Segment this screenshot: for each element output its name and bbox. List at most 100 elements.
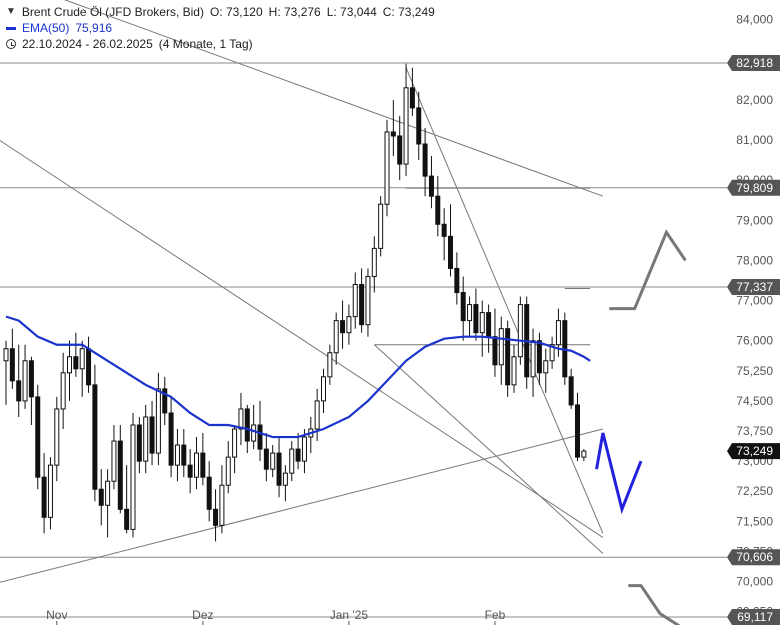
candle <box>549 336 555 369</box>
candle-body <box>340 320 346 334</box>
candle-body <box>143 416 149 462</box>
candle <box>35 384 41 490</box>
candle <box>124 465 130 534</box>
candle-body <box>441 223 447 237</box>
candle-body <box>111 440 117 482</box>
candle <box>181 429 187 478</box>
candle-body <box>530 340 536 378</box>
candle-body <box>9 348 15 382</box>
candle <box>200 433 206 486</box>
candle <box>422 127 428 197</box>
candle <box>22 344 28 409</box>
date-range: 22.10.2024 - 26.02.2025 <box>22 37 153 51</box>
candle <box>359 268 365 333</box>
x-tick-label: Dez <box>192 608 213 622</box>
candle-body <box>263 448 269 470</box>
candle-body <box>213 508 219 526</box>
candle-body <box>155 388 161 454</box>
candle <box>384 119 390 217</box>
candle <box>276 437 282 498</box>
candle-body <box>327 352 333 378</box>
candle-body <box>22 360 28 402</box>
scenario-up-path <box>609 229 687 311</box>
trendline <box>0 428 604 583</box>
candle-body <box>60 372 66 410</box>
candle-body <box>270 452 276 470</box>
candle-body <box>511 356 517 386</box>
candle <box>314 388 320 442</box>
legend-range-row: 22.10.2024 - 26.02.2025 (4 Monate, 1 Tag… <box>6 36 435 52</box>
candle <box>79 340 85 397</box>
y-tick-label: 72,250 <box>736 484 773 498</box>
y-tick-label: 84,000 <box>736 13 773 27</box>
candle-body <box>390 131 396 137</box>
candle <box>403 63 409 177</box>
candle-body <box>47 464 53 518</box>
candle <box>536 332 542 385</box>
candle <box>111 425 117 490</box>
chevron-down-icon[interactable]: ▼ <box>6 6 16 17</box>
candle-body <box>276 452 282 486</box>
candle-body <box>41 476 47 518</box>
candle-body <box>92 384 98 490</box>
candle <box>517 296 523 365</box>
ema50-line <box>5 315 591 439</box>
candle <box>435 176 441 237</box>
candle <box>530 328 536 397</box>
x-tick-label: Nov <box>46 608 67 622</box>
candle <box>543 348 549 393</box>
y-tick-label: 76,000 <box>736 334 773 348</box>
trendlines-layer <box>0 0 604 583</box>
level-badge-label: 82,918 <box>736 56 773 70</box>
legend-instrument-row: ▼ Brent Crude Öl (JFD Brokers, Bid) O: 7… <box>6 4 435 20</box>
candle <box>467 296 473 337</box>
candle <box>225 441 231 494</box>
level-badge <box>727 179 780 196</box>
candle-body <box>251 424 257 442</box>
trendline <box>373 344 604 554</box>
instrument-name: Brent Crude Öl (JFD Brokers, Bid) <box>21 5 204 19</box>
candle-body <box>416 107 422 145</box>
candle-body <box>536 340 542 374</box>
candle <box>454 252 460 305</box>
level-badge-label: 79,809 <box>736 181 773 195</box>
candle <box>73 332 79 377</box>
candle-body <box>35 396 41 478</box>
chart-legend: ▼ Brent Crude Öl (JFD Brokers, Bid) O: 7… <box>6 4 435 52</box>
candle-body <box>105 480 111 506</box>
candle-body <box>162 388 168 414</box>
candle <box>143 404 149 474</box>
candle-body <box>301 436 307 462</box>
candle <box>511 344 517 393</box>
candle <box>130 412 136 538</box>
candle <box>238 392 244 446</box>
candle-body <box>238 408 244 430</box>
candle <box>441 208 447 261</box>
candle-body <box>492 336 498 366</box>
candle-body <box>467 304 473 322</box>
trendline <box>63 0 604 197</box>
ohlc-open: O: 73,120 <box>209 5 263 19</box>
last-price-label: 73,249 <box>736 444 773 458</box>
candle <box>301 429 307 474</box>
candle <box>581 449 587 462</box>
y-tick-label: 78,000 <box>736 253 773 267</box>
candle <box>498 316 504 385</box>
level-badge <box>727 55 780 71</box>
y-tick-label: 81,000 <box>736 133 773 147</box>
candle <box>473 288 479 341</box>
candle-body <box>505 328 511 386</box>
candle-body <box>117 440 123 510</box>
candle <box>168 396 174 478</box>
candle-body <box>403 87 409 165</box>
candle <box>257 400 263 462</box>
clock-icon <box>6 39 16 49</box>
candle-body <box>295 448 301 462</box>
candle <box>92 364 98 502</box>
candle <box>505 320 511 397</box>
candle <box>479 300 485 357</box>
candle-body <box>454 267 460 294</box>
candle <box>378 196 384 257</box>
candle-body <box>149 416 155 454</box>
